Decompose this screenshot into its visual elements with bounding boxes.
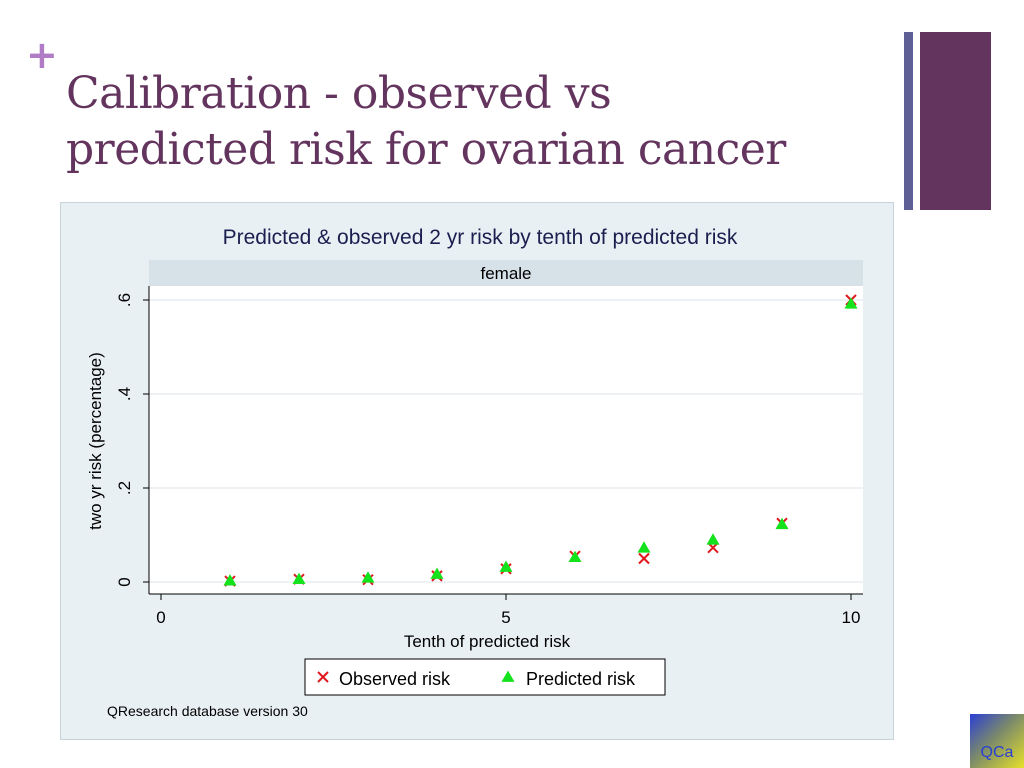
legend-observed-label: Observed risk [339,669,451,689]
predicted-point [361,571,375,583]
chart-title: Predicted & observed 2 yr risk by tenth … [223,226,738,249]
legend-box [304,658,666,696]
chart-note: QResearch database version 30 [107,703,308,719]
grid-lines [149,299,863,583]
predicted-point [706,533,720,545]
y-ticks: 0 .2 .4 .6 [115,293,149,587]
predicted-point [499,560,513,572]
y-tick-label: .4 [115,387,134,401]
decorative-bar-thin [904,32,913,210]
legend-observed-marker [317,671,329,683]
predicted-point [292,572,306,585]
predicted-point [844,297,858,309]
y-tick-label: .6 [115,293,134,307]
x-tick-label: 5 [501,608,510,627]
y-tick-label: .2 [115,481,134,495]
panel-strip [149,260,863,286]
decorative-bar-thick [920,32,991,210]
logo-text: QCa [980,744,1014,761]
y-tick-label: 0 [115,577,134,586]
predicted-point [430,567,444,579]
x-ticks: 0 5 10 [156,594,860,627]
series-predicted [223,297,858,586]
chart: Predicted & observed 2 yr risk by tenth … [60,202,894,740]
chart-panel: Predicted & observed 2 yr risk by tenth … [60,202,894,740]
panel-label: female [480,264,531,283]
legend-predicted-label: Predicted risk [526,669,636,689]
x-axis-label: Tenth of predicted risk [404,632,571,651]
predicted-point [637,541,651,553]
predicted-point [223,574,237,586]
legend-x-marker [317,671,329,683]
x-tick-label: 0 [156,608,165,627]
legend: Observed risk Predicted risk [304,658,666,696]
slide-title-line-2: predicted risk for ovarian cancer [66,124,786,175]
predicted-point [775,517,789,530]
plot-area [149,286,863,594]
observed-point [638,552,650,565]
qca-logo: QCa [970,714,1024,768]
legend-triangle-marker [501,670,515,682]
x-tick-label: 10 [842,608,861,627]
slide-title-line-1: Calibration - observed vs [66,68,612,119]
predicted-point [568,550,582,562]
y-axis-label: two yr risk (percentage) [86,352,105,530]
legend-predicted-marker [501,670,515,682]
plus-icon: + [26,33,58,77]
slide-title: Calibration - observed vs predicted risk… [66,66,886,178]
